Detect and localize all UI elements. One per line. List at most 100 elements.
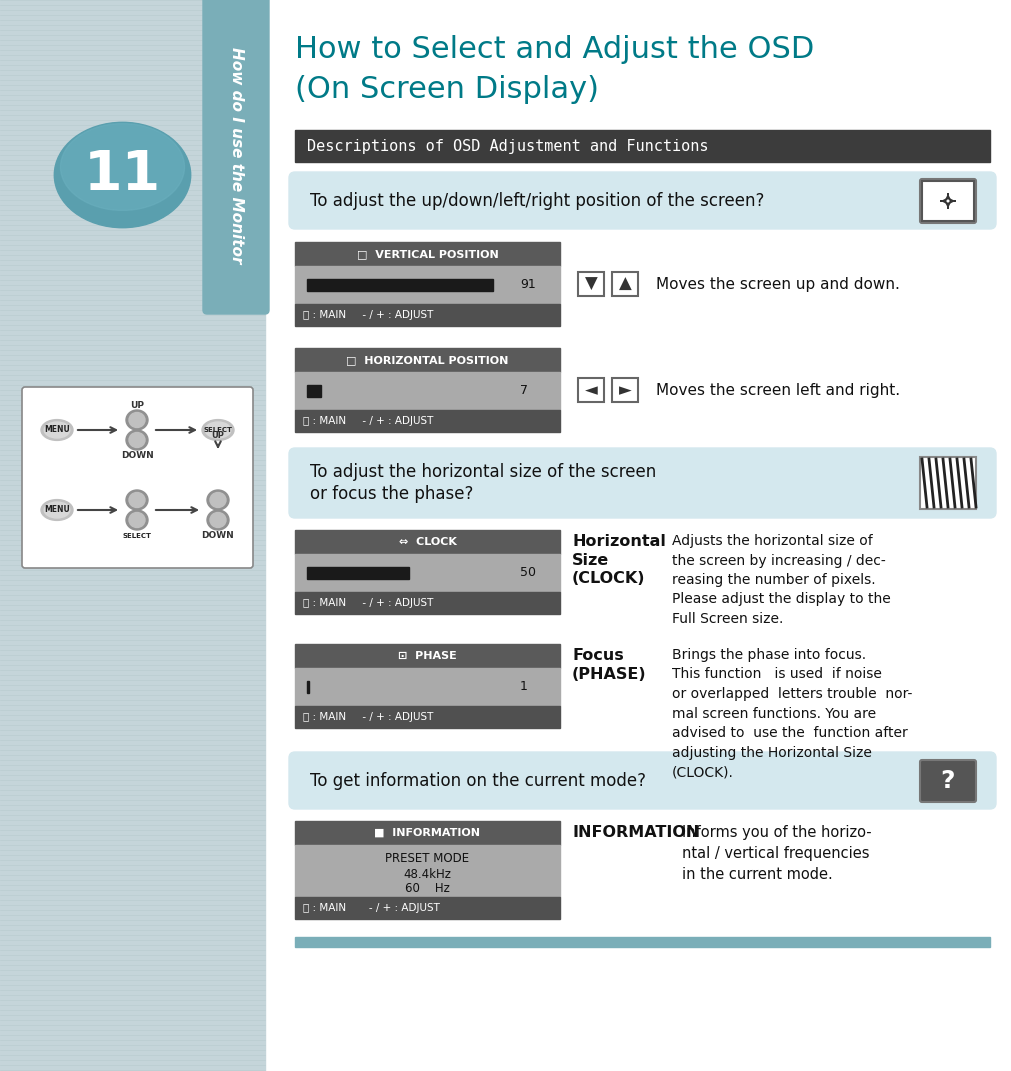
Bar	[295, 592, 560, 614]
Ellipse shape	[41, 420, 73, 440]
Text: (On Screen Display): (On Screen Display)	[295, 75, 599, 104]
FancyBboxPatch shape	[920, 179, 976, 223]
Text: How to Select and Adjust the OSD: How to Select and Adjust the OSD	[295, 35, 814, 64]
Ellipse shape	[126, 510, 148, 530]
Bar	[295, 668, 560, 706]
Ellipse shape	[126, 410, 148, 429]
Text: 50: 50	[520, 567, 536, 579]
Text: DOWN: DOWN	[201, 531, 235, 541]
Text: Brings the phase into focus.
This function   is used  if noise
or overlapped  le: Brings the phase into focus. This functi…	[672, 648, 912, 779]
Bar	[920, 457, 976, 509]
Text: ⓧ : MAIN       - / + : ADJUST: ⓧ : MAIN - / + : ADJUST	[303, 903, 440, 912]
Text: MENU: MENU	[44, 506, 70, 514]
Bar	[612, 272, 638, 296]
Text: ⇔  CLOCK: ⇔ CLOCK	[398, 537, 456, 547]
Bar	[295, 821, 560, 845]
Text: ⊡  PHASE: ⊡ PHASE	[398, 651, 457, 661]
Text: ⓧ : MAIN     - / + : ADJUST: ⓧ : MAIN - / + : ADJUST	[303, 712, 434, 722]
Text: ▼: ▼	[584, 275, 598, 293]
Bar	[922, 181, 974, 221]
Bar	[307, 567, 409, 579]
Bar	[0, 0, 265, 1071]
Ellipse shape	[202, 420, 234, 440]
Text: MENU: MENU	[44, 425, 70, 435]
Ellipse shape	[210, 493, 226, 508]
Text: DOWN: DOWN	[120, 452, 154, 461]
Text: ■  INFORMATION: ■ INFORMATION	[374, 828, 480, 838]
Text: ►: ►	[619, 381, 632, 399]
Ellipse shape	[129, 513, 145, 528]
Bar	[295, 706, 560, 728]
Bar	[295, 372, 560, 410]
Ellipse shape	[126, 429, 148, 450]
Ellipse shape	[129, 433, 145, 448]
Text: ◄: ◄	[584, 381, 598, 399]
Text: UP: UP	[130, 402, 144, 410]
Text: To adjust the up/down/left/right position of the screen?: To adjust the up/down/left/right positio…	[310, 192, 764, 210]
FancyBboxPatch shape	[22, 387, 253, 568]
Bar	[578, 272, 604, 296]
Text: To get information on the current mode?: To get information on the current mode?	[310, 771, 646, 789]
Text: Adjusts the horizontal size of
the screen by increasing / dec-
reasing the numbe: Adjusts the horizontal size of the scree…	[672, 534, 891, 627]
FancyBboxPatch shape	[289, 752, 996, 809]
Bar	[295, 242, 560, 266]
FancyBboxPatch shape	[289, 172, 996, 229]
Text: 60    Hz: 60 Hz	[405, 883, 450, 895]
Ellipse shape	[129, 412, 145, 427]
Text: 91: 91	[520, 278, 536, 291]
Ellipse shape	[207, 510, 229, 530]
Text: UP: UP	[211, 431, 224, 440]
Text: ⓧ : MAIN     - / + : ADJUST: ⓧ : MAIN - / + : ADJUST	[303, 416, 434, 426]
Text: Informs you of the horizo-
ntal / vertical frequencies
in the current mode.: Informs you of the horizo- ntal / vertic…	[682, 825, 871, 883]
Text: ⓧ : MAIN     - / + : ADJUST: ⓧ : MAIN - / + : ADJUST	[303, 598, 434, 608]
Ellipse shape	[55, 122, 191, 228]
Text: SELECT: SELECT	[122, 533, 152, 539]
Text: 11: 11	[84, 148, 161, 202]
Bar	[578, 378, 604, 402]
Text: To adjust the horizontal size of the screen: To adjust the horizontal size of the scr…	[310, 463, 656, 481]
Bar	[295, 897, 560, 919]
Text: Moves the screen up and down.: Moves the screen up and down.	[656, 276, 900, 291]
Text: PRESET MODE: PRESET MODE	[385, 853, 469, 865]
Bar	[295, 266, 560, 304]
Ellipse shape	[207, 491, 229, 510]
Ellipse shape	[44, 502, 70, 518]
Bar	[295, 410, 560, 432]
Text: □  VERTICAL POSITION: □ VERTICAL POSITION	[357, 248, 498, 259]
Bar	[295, 937, 990, 947]
Bar	[295, 530, 560, 554]
FancyBboxPatch shape	[920, 760, 976, 802]
Ellipse shape	[129, 493, 145, 508]
Bar	[307, 681, 309, 693]
Ellipse shape	[205, 422, 231, 438]
Bar	[295, 304, 560, 326]
Bar	[295, 348, 560, 372]
Bar	[307, 384, 321, 397]
FancyBboxPatch shape	[203, 0, 269, 314]
Text: □  HORIZONTAL POSITION: □ HORIZONTAL POSITION	[347, 355, 509, 365]
Text: Focus
(PHASE): Focus (PHASE)	[572, 648, 647, 681]
Bar	[295, 554, 560, 592]
Text: ?: ?	[941, 769, 955, 793]
Text: ⓧ : MAIN     - / + : ADJUST: ⓧ : MAIN - / + : ADJUST	[303, 310, 434, 320]
Bar	[295, 644, 560, 668]
Ellipse shape	[61, 123, 184, 210]
Text: SELECT: SELECT	[203, 427, 233, 433]
Text: Horizontal
Size
(CLOCK): Horizontal Size (CLOCK)	[572, 534, 666, 586]
Text: INFORMATION: INFORMATION	[572, 825, 700, 840]
Ellipse shape	[126, 491, 148, 510]
Text: How do I use the Monitor: How do I use the Monitor	[228, 47, 244, 263]
Ellipse shape	[210, 513, 226, 528]
FancyBboxPatch shape	[289, 448, 996, 518]
Bar	[307, 280, 493, 291]
Ellipse shape	[41, 499, 73, 521]
Text: 7: 7	[520, 384, 528, 397]
Ellipse shape	[44, 422, 70, 438]
Text: Moves the screen left and right.: Moves the screen left and right.	[656, 382, 900, 397]
Text: 48.4kHz: 48.4kHz	[403, 869, 452, 881]
Text: or focus the phase?: or focus the phase?	[310, 485, 473, 503]
Bar	[295, 130, 990, 162]
Text: Descriptions of OSD Adjustment and Functions: Descriptions of OSD Adjustment and Funct…	[307, 138, 709, 153]
Bar	[295, 845, 560, 897]
Bar	[612, 378, 638, 402]
